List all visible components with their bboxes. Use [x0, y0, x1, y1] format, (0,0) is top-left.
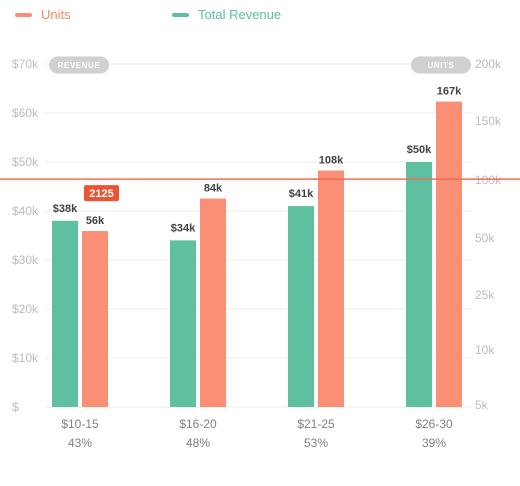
revenue-swatch: [172, 12, 189, 17]
right-axis-tick-label: 100k: [475, 173, 502, 187]
category-label: $16-20: [179, 417, 217, 431]
right-axis-tick-label: 10k: [475, 343, 495, 357]
right-axis-tick-label: 200k: [475, 57, 502, 71]
units-data-label: 108k: [319, 155, 344, 167]
right-axis-tick-label: 150k: [475, 114, 502, 128]
legend-revenue-label: Total Revenue: [198, 7, 282, 22]
category-percentage: 39%: [422, 436, 446, 450]
revenue-data-label: $34k: [171, 222, 196, 234]
left-axis-tick-label: $60k: [12, 106, 39, 120]
category-percentage: 43%: [68, 436, 92, 450]
left-axis-tick-label: $70k: [12, 57, 39, 71]
revenue-data-label: $41k: [289, 188, 314, 200]
units-data-label: 56k: [86, 215, 105, 227]
revenue-bar: [170, 240, 196, 407]
left-axis-tick-label: $: [12, 400, 19, 414]
units-bar: [436, 101, 462, 408]
revenue-bar: [52, 220, 78, 407]
right-axis-tick-label: 5k: [475, 398, 489, 412]
left-axis-tick-label: $10k: [12, 351, 39, 365]
chart-area: $ $10k $20k $30k $40k $50k $60k $70k 5k 10k 25k 50k…: [0, 40, 520, 481]
right-axis-tick-label: 25k: [475, 288, 495, 302]
left-axis-tick-label: $50k: [12, 155, 39, 169]
units-bar: [318, 170, 344, 407]
right-axis-tick-label: 50k: [475, 231, 495, 245]
category-label: $21-25: [297, 417, 335, 431]
units-data-label: 84k: [204, 183, 223, 195]
units-data-label: 167k: [437, 86, 462, 98]
category-label: $10-15: [61, 417, 99, 431]
revenue-axis-badge-label: REVENUE: [58, 61, 101, 70]
legend-item-revenue[interactable]: Total Revenue: [172, 7, 281, 22]
units-axis-badge-label: UNITS: [428, 61, 455, 70]
category-label: $26-30: [415, 417, 453, 431]
chart-legend: Units Total Revenue: [0, 7, 520, 27]
cursor-badge-label: 2125: [89, 188, 113, 200]
left-axis-tick-label: $30k: [12, 253, 39, 267]
legend-units-label: Units: [41, 7, 71, 22]
legend-item-units[interactable]: Units: [15, 7, 71, 22]
units-axis-badge: [411, 56, 471, 74]
left-axis-tick-label: $40k: [12, 204, 39, 218]
cursor-badge: [84, 185, 119, 202]
units-bar: [82, 231, 108, 407]
category-percentage: 53%: [304, 436, 328, 450]
revenue-bar: [406, 162, 432, 407]
bar-chart: $ $10k $20k $30k $40k $50k $60k $70k 5k 10k 25k 50k…: [0, 56, 520, 450]
revenue-bar: [288, 206, 314, 407]
revenue-data-label: $38k: [53, 203, 78, 215]
units-bar: [200, 198, 226, 407]
left-axis-tick-label: $20k: [12, 302, 39, 316]
category-percentage: 48%: [186, 436, 210, 450]
revenue-axis-badge: [49, 56, 109, 74]
revenue-data-label: $50k: [407, 144, 432, 156]
units-swatch: [15, 12, 32, 17]
